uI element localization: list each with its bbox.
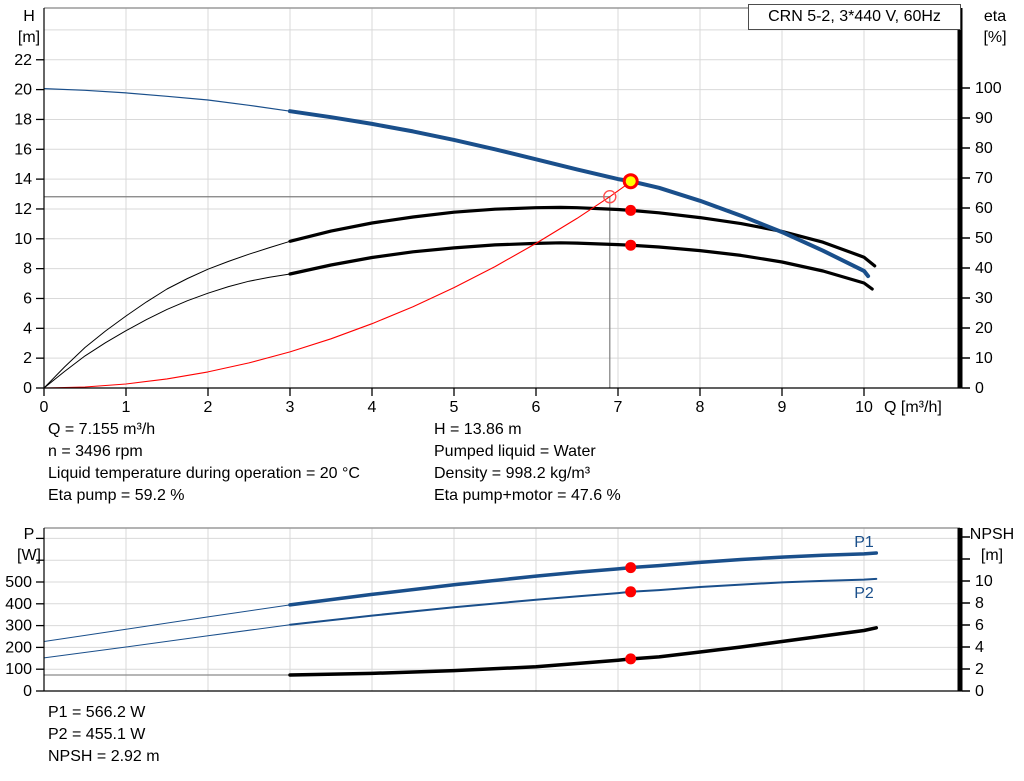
h-axis-title-line1: H xyxy=(23,8,35,25)
svg-text:10: 10 xyxy=(975,350,993,367)
svg-text:4: 4 xyxy=(368,399,377,416)
p2-point xyxy=(625,586,637,598)
svg-text:3: 3 xyxy=(286,399,295,416)
p1-value-line: P1 = 566.2 W xyxy=(48,704,146,721)
svg-text:70: 70 xyxy=(975,170,993,187)
svg-text:8: 8 xyxy=(975,595,984,612)
eta-axis-title-line2: [%] xyxy=(983,29,1007,46)
system-curve xyxy=(43,181,632,389)
curve-label-p2: P2 xyxy=(854,585,874,602)
svg-text:40: 40 xyxy=(975,260,993,277)
eta-pump-motor-thin xyxy=(43,273,291,389)
operating-point xyxy=(622,173,639,190)
svg-text:12: 12 xyxy=(14,201,32,218)
svg-text:100: 100 xyxy=(975,80,1002,97)
npsh-axis-title: NPSH [m] xyxy=(962,524,1022,566)
result-block-right: H = 13.86 m Pumped liquid = Water Densit… xyxy=(434,419,621,507)
p2-thin xyxy=(43,624,291,659)
eta-axis-title: eta [%] xyxy=(972,6,1018,48)
h-axis-title-line2: [m] xyxy=(17,29,41,46)
npsh-axis-title-line2: [m] xyxy=(980,547,1004,564)
p1-point xyxy=(625,562,637,574)
p-axis-title-line1: P xyxy=(23,526,35,543)
svg-text:30: 30 xyxy=(975,290,993,307)
svg-text:0: 0 xyxy=(975,380,984,397)
p1-curve xyxy=(288,551,879,607)
npsh-value-line: NPSH = 2.92 m xyxy=(48,748,160,765)
svg-text:200: 200 xyxy=(5,639,32,656)
svg-text:16: 16 xyxy=(14,141,32,158)
svg-text:2: 2 xyxy=(23,350,32,367)
p1-thin xyxy=(43,604,291,642)
svg-text:60: 60 xyxy=(975,200,993,217)
svg-text:50: 50 xyxy=(975,230,993,247)
svg-text:22: 22 xyxy=(14,52,32,69)
duty-point-ring xyxy=(603,189,617,204)
qh-chart: 0246810121416182022010203040506070809010… xyxy=(14,7,1002,416)
eta-pump-motor-point xyxy=(625,239,637,251)
svg-text:18: 18 xyxy=(14,111,32,128)
svg-text:2: 2 xyxy=(204,399,213,416)
svg-text:8: 8 xyxy=(23,261,32,278)
svg-text:6: 6 xyxy=(975,617,984,634)
svg-text:6: 6 xyxy=(532,399,541,416)
qh-curve xyxy=(288,109,871,279)
chart-title-box: CRN 5-2, 3*440 V, 60Hz xyxy=(748,4,961,30)
svg-text:0: 0 xyxy=(40,399,49,416)
svg-text:0: 0 xyxy=(23,683,32,700)
speed-line: n = 3496 rpm xyxy=(48,443,143,460)
svg-text:500: 500 xyxy=(5,574,32,591)
svg-text:4: 4 xyxy=(23,320,32,337)
h-value-line: H = 13.86 m xyxy=(434,421,522,438)
pumped-liquid-line: Pumped liquid = Water xyxy=(434,443,596,460)
svg-text:90: 90 xyxy=(975,110,993,127)
p-axis-title-line2: [W] xyxy=(17,547,41,564)
svg-text:0: 0 xyxy=(975,683,984,700)
svg-text:10: 10 xyxy=(14,231,32,248)
svg-text:20: 20 xyxy=(975,320,993,337)
svg-text:400: 400 xyxy=(5,596,32,613)
p-axis-title: P [W] xyxy=(8,524,50,566)
result-block-left: Q = 7.155 m³/h n = 3496 rpm Liquid tempe… xyxy=(48,419,360,507)
svg-text:4: 4 xyxy=(975,639,984,656)
q-value-line: Q = 7.155 m³/h xyxy=(48,421,156,438)
svg-text:8: 8 xyxy=(696,399,705,416)
p2-value-line: P2 = 455.1 W xyxy=(48,726,146,743)
svg-text:20: 20 xyxy=(14,82,32,99)
npsh-axis-title-line1: NPSH xyxy=(969,526,1015,543)
svg-text:Q [m³/h]: Q [m³/h] xyxy=(884,399,942,416)
svg-text:14: 14 xyxy=(14,171,32,188)
svg-text:80: 80 xyxy=(975,140,993,157)
eta-axis-title-line1: eta xyxy=(983,8,1007,25)
eta-pump-line: Eta pump = 59.2 % xyxy=(48,487,185,504)
svg-text:9: 9 xyxy=(778,399,787,416)
qh-curve-thin xyxy=(43,87,291,112)
p-chart: 0 100 200 300 400 500 0 2 4 6 8 10 P1 P2 xyxy=(5,527,993,700)
eta-pump-motor-curve xyxy=(288,241,874,291)
h-axis-title: H [m] xyxy=(8,6,50,48)
svg-text:0: 0 xyxy=(23,380,32,397)
result-block-bottom: P1 = 566.2 W P2 = 455.1 W NPSH = 2.92 m xyxy=(48,702,160,768)
svg-text:10: 10 xyxy=(975,573,993,590)
svg-text:10: 10 xyxy=(855,399,873,416)
svg-text:5: 5 xyxy=(450,399,459,416)
p2-curve xyxy=(289,577,878,626)
npsh-curve xyxy=(288,626,879,677)
svg-text:7: 7 xyxy=(614,399,623,416)
liquid-temperature-line: Liquid temperature during operation = 20… xyxy=(48,465,360,482)
svg-text:100: 100 xyxy=(5,661,32,678)
svg-text:6: 6 xyxy=(23,290,32,307)
eta-pump-motor-line: Eta pump+motor = 47.6 % xyxy=(434,487,621,504)
curve-label-p1: P1 xyxy=(854,534,874,551)
density-line: Density = 998.2 kg/m³ xyxy=(434,465,591,482)
svg-text:300: 300 xyxy=(5,618,32,635)
svg-text:1: 1 xyxy=(122,399,131,416)
svg-text:2: 2 xyxy=(975,661,984,678)
npsh-point xyxy=(625,653,637,665)
eta-pump-thin xyxy=(43,240,291,389)
eta-pump-point xyxy=(625,204,637,216)
